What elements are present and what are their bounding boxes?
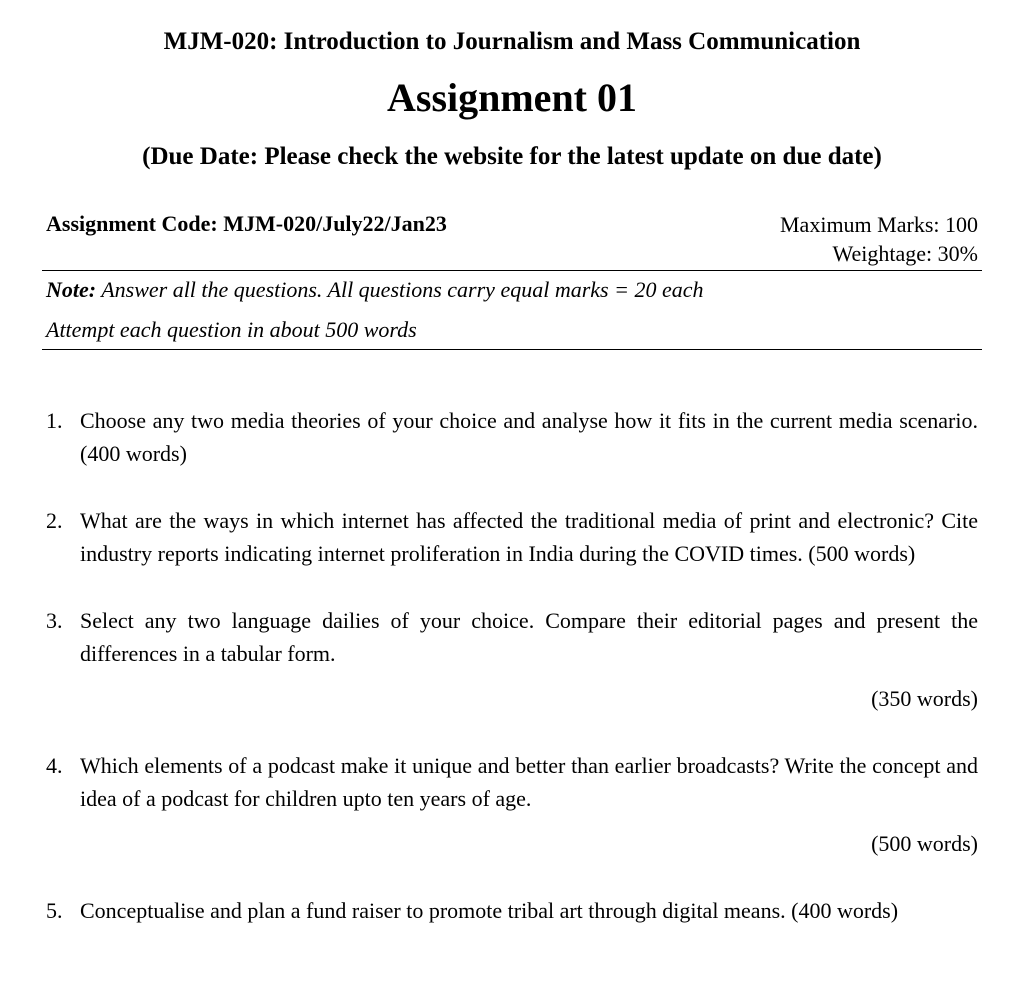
question-text: Which elements of a podcast make it uniq…	[80, 749, 978, 860]
attempt-instruction: Attempt each question in about 500 words	[42, 303, 982, 350]
question-text: Conceptualise and plan a fund raiser to …	[80, 894, 978, 927]
course-title: MJM-020: Introduction to Journalism and …	[42, 28, 982, 56]
note-line: Note: Answer all the questions. All ques…	[42, 271, 982, 303]
max-marks: Maximum Marks: 100	[780, 211, 978, 240]
note-label: Note:	[46, 277, 96, 302]
question-item: 2. What are the ways in which internet h…	[46, 504, 978, 570]
note-text: Answer all the questions. All questions …	[96, 277, 703, 302]
word-count: (500 words)	[80, 827, 978, 860]
assignment-code: Assignment Code: MJM-020/July22/Jan23	[46, 211, 447, 237]
question-text: Select any two language dailies of your …	[80, 604, 978, 715]
question-item: 1. Choose any two media theories of your…	[46, 404, 978, 470]
question-number: 1.	[46, 404, 80, 470]
questions-list: 1. Choose any two media theories of your…	[42, 404, 982, 927]
word-count: (350 words)	[80, 682, 978, 715]
question-item: 5. Conceptualise and plan a fund raiser …	[46, 894, 978, 927]
marks-block: Maximum Marks: 100 Weightage: 30%	[780, 211, 978, 268]
assignment-title: Assignment 01	[42, 74, 982, 121]
question-text: Choose any two media theories of your ch…	[80, 404, 978, 470]
question-item: 3. Select any two language dailies of yo…	[46, 604, 978, 715]
question-number: 5.	[46, 894, 80, 927]
meta-row: Assignment Code: MJM-020/July22/Jan23 Ma…	[42, 211, 982, 271]
question-number: 4.	[46, 749, 80, 860]
question-number: 2.	[46, 504, 80, 570]
due-date-notice: (Due Date: Please check the website for …	[42, 143, 982, 171]
question-number: 3.	[46, 604, 80, 715]
weightage: Weightage: 30%	[780, 240, 978, 269]
question-text: What are the ways in which internet has …	[80, 504, 978, 570]
question-item: 4. Which elements of a podcast make it u…	[46, 749, 978, 860]
